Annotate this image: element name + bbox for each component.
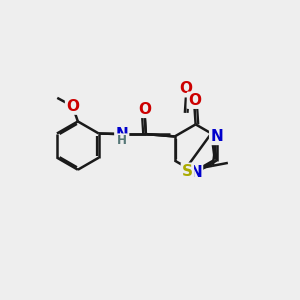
Text: O: O — [138, 102, 151, 117]
Text: S: S — [182, 164, 193, 179]
Text: O: O — [66, 99, 79, 114]
Text: N: N — [189, 165, 202, 180]
Text: N: N — [210, 129, 223, 144]
Text: O: O — [188, 93, 201, 108]
Text: O: O — [180, 81, 193, 96]
Text: N: N — [116, 127, 128, 142]
Text: H: H — [117, 134, 127, 147]
